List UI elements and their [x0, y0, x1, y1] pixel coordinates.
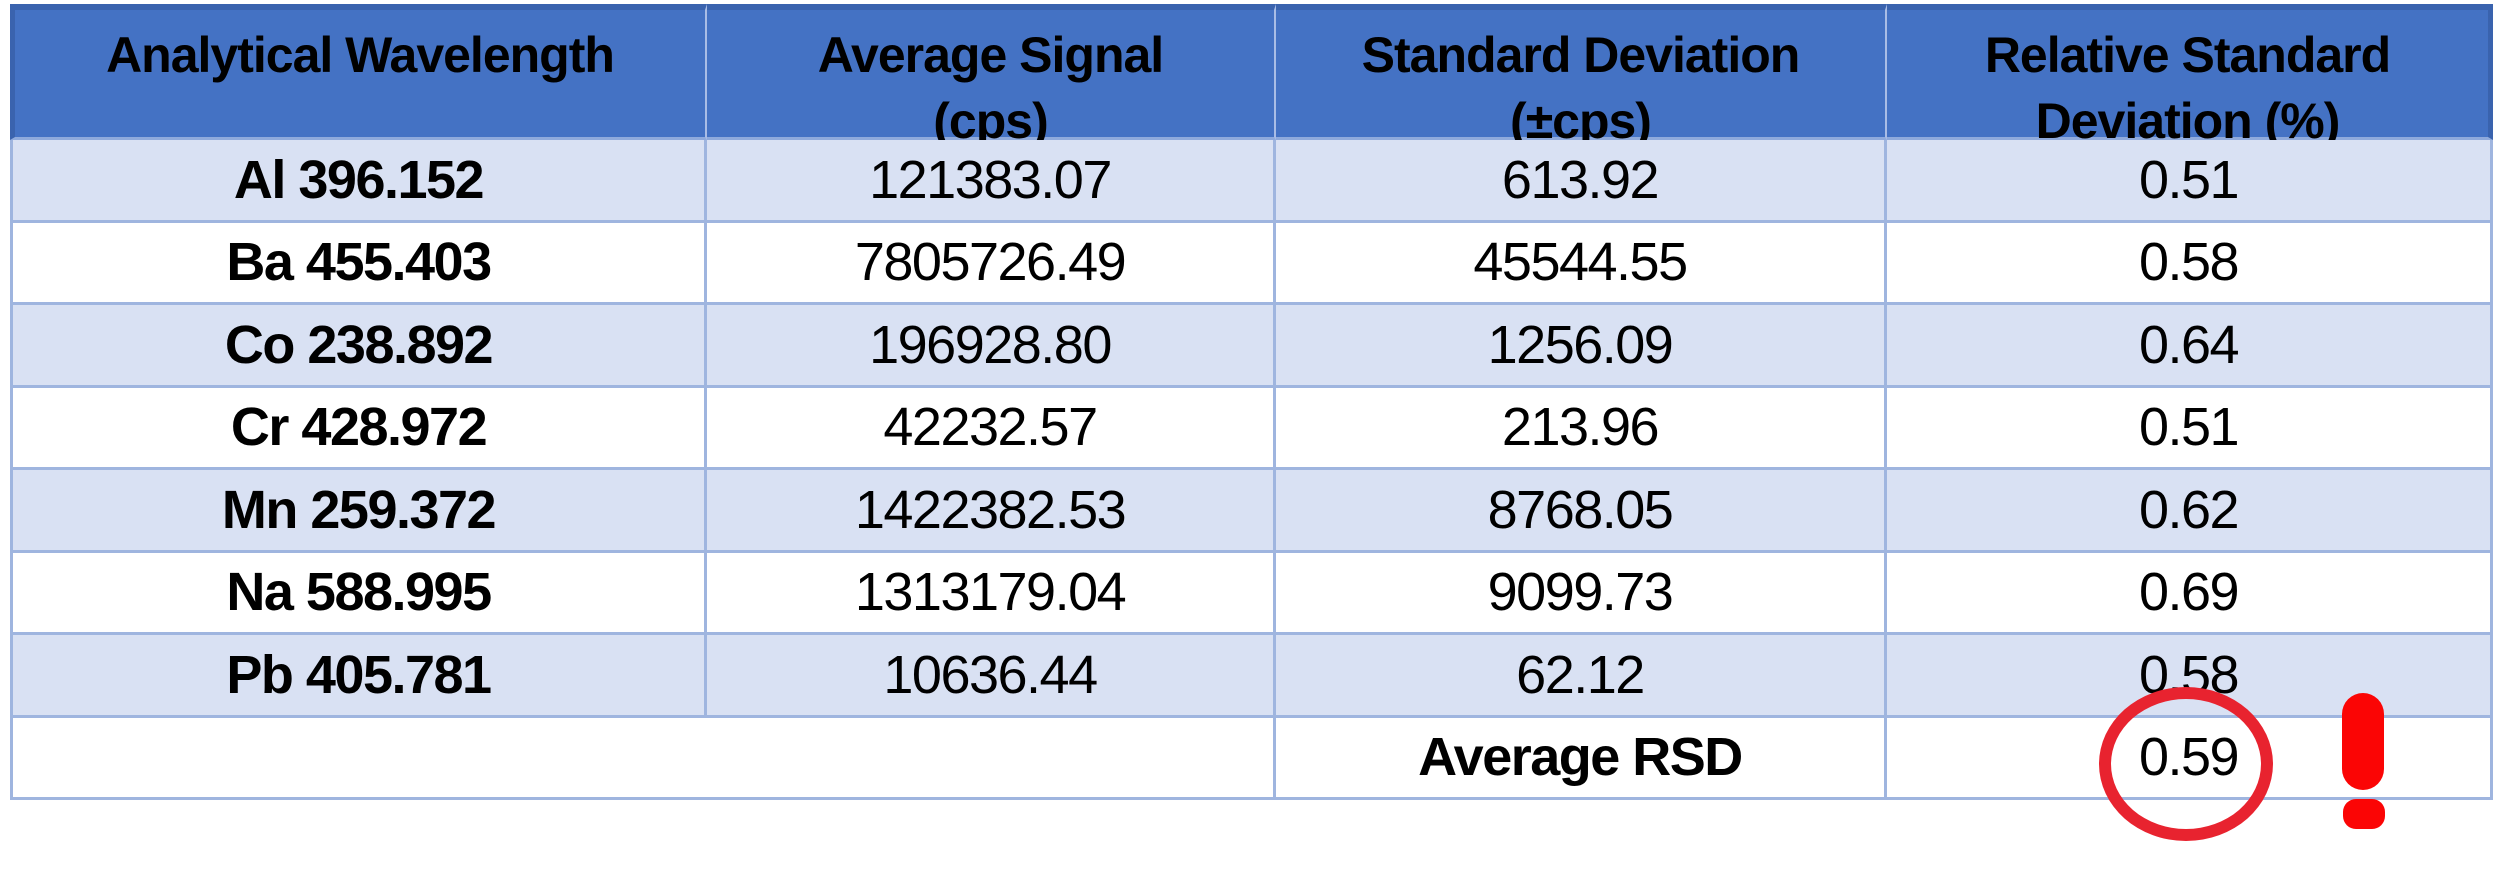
cell-standard-deviation: 45544.55 — [1276, 222, 1887, 305]
cell-analytical-wavelength: Co 238.892 — [10, 305, 707, 388]
cell-average-signal: 1313179.04 — [707, 552, 1276, 635]
header-line2: (±cps) — [1510, 93, 1652, 149]
cell-relative-standard-deviation: 0.62 — [1887, 470, 2493, 553]
cell-average-signal: 7805726.49 — [707, 222, 1276, 305]
cell-analytical-wavelength: Cr 428.972 — [10, 387, 707, 470]
cell-relative-standard-deviation: 0.64 — [1887, 305, 2493, 388]
header-line2: Deviation (%) — [2035, 93, 2341, 149]
cell-analytical-wavelength: Pb 405.781 — [10, 635, 707, 718]
footer-empty-cell — [10, 717, 1276, 800]
footer-label-average-rsd: Average RSD — [1276, 717, 1887, 800]
precision-data-table: Analytical Wavelength Average Signal (cps)… — [10, 4, 2493, 800]
cell-analytical-wavelength: Na 588.995 — [10, 552, 707, 635]
exclamation-icon-dot — [2343, 799, 2385, 829]
cell-analytical-wavelength: Al 396.152 — [10, 140, 707, 223]
header-line1: Average Signal — [817, 27, 1164, 83]
cell-average-signal: 42232.57 — [707, 387, 1276, 470]
header-line2: (cps) — [933, 93, 1048, 149]
header-line1: Relative Standard — [1984, 27, 2391, 83]
cell-standard-deviation: 9099.73 — [1276, 552, 1887, 635]
exclamation-icon — [2342, 693, 2384, 790]
cell-analytical-wavelength: Mn 259.372 — [10, 470, 707, 553]
cell-analytical-wavelength: Ba 455.403 — [10, 222, 707, 305]
cell-average-signal: 196928.80 — [707, 305, 1276, 388]
cell-standard-deviation: 613.92 — [1276, 140, 1887, 223]
header-cell-standard-deviation: Standard Deviation (±cps) — [1276, 4, 1887, 149]
cell-average-signal: 10636.44 — [707, 635, 1276, 718]
header-cell-relative-standard-deviation: Relative Standard Deviation (%) — [1887, 4, 2493, 149]
header-cell-average-signal: Average Signal (cps) — [707, 4, 1276, 149]
cell-relative-standard-deviation: 0.58 — [1887, 222, 2493, 305]
red-circle-annotation — [2099, 687, 2273, 841]
cell-standard-deviation: 213.96 — [1276, 387, 1887, 470]
cell-relative-standard-deviation: 0.69 — [1887, 552, 2493, 635]
header-cell-analytical-wavelength: Analytical Wavelength — [10, 4, 707, 140]
cell-standard-deviation: 1256.09 — [1276, 305, 1887, 388]
header-line1: Analytical Wavelength — [106, 27, 615, 83]
cell-standard-deviation: 62.12 — [1276, 635, 1887, 718]
cell-standard-deviation: 8768.05 — [1276, 470, 1887, 553]
cell-average-signal: 121383.07 — [707, 140, 1276, 223]
header-line1: Standard Deviation — [1361, 27, 1801, 83]
cell-relative-standard-deviation: 0.51 — [1887, 140, 2493, 223]
cell-relative-standard-deviation: 0.51 — [1887, 387, 2493, 470]
cell-average-signal: 1422382.53 — [707, 470, 1276, 553]
